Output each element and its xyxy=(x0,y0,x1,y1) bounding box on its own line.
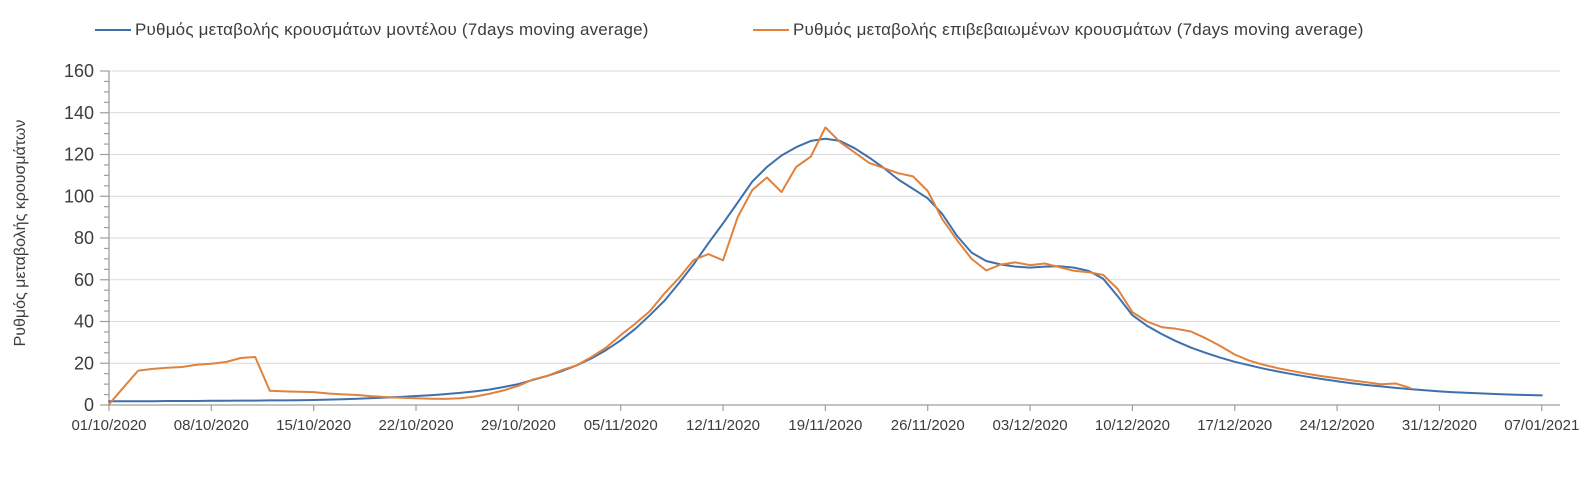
x-tick-label: 17/12/2020 xyxy=(1197,417,1272,434)
series-line-confirmed xyxy=(108,126,1412,406)
x-tick-label: 01/10/2020 xyxy=(71,417,146,434)
legend-line-confirmed-icon xyxy=(753,29,789,31)
y-tick-label: 80 xyxy=(74,228,94,248)
x-tick-label: 03/12/2020 xyxy=(993,417,1068,434)
y-axis-title: Ρυθμός μεταβολής κρουσμάτων xyxy=(12,119,29,347)
y-tick-label: 140 xyxy=(64,103,94,123)
x-tick-label: 31/12/2020 xyxy=(1402,417,1477,434)
y-tick-label: 60 xyxy=(74,270,94,290)
x-tick-label: 07/01/2021 xyxy=(1504,417,1579,434)
y-tick-label: 0 xyxy=(84,395,94,415)
x-tick-label: 19/11/2020 xyxy=(788,417,862,434)
x-tick-label: 05/11/2020 xyxy=(584,417,658,434)
y-tick-label: 120 xyxy=(64,145,94,165)
y-tick-label: 40 xyxy=(74,312,94,332)
x-tick-label: 12/11/2020 xyxy=(686,417,760,434)
legend-label-model: Ρυθμός μεταβολής κρουσμάτων μοντέλου (7d… xyxy=(135,20,649,39)
legend-item-model: Ρυθμός μεταβολής κρουσμάτων μοντέλου (7d… xyxy=(95,20,649,40)
x-tick-label: 29/10/2020 xyxy=(481,417,556,434)
y-tick-label: 160 xyxy=(64,61,94,81)
x-tick-label: 08/10/2020 xyxy=(174,417,249,434)
legend: Ρυθμός μεταβολής κρουσμάτων μοντέλου (7d… xyxy=(0,20,1595,46)
legend-item-confirmed: Ρυθμός μεταβολής επιβεβαιωμένων κρουσμάτ… xyxy=(753,20,1364,40)
y-tick-label: 20 xyxy=(74,353,94,373)
legend-line-model-icon xyxy=(95,29,131,31)
y-tick-label: 100 xyxy=(64,186,94,206)
x-tick-label: 22/10/2020 xyxy=(378,417,453,434)
x-tick-label: 24/12/2020 xyxy=(1300,417,1375,434)
x-tick-label: 26/11/2020 xyxy=(891,417,965,434)
x-tick-label: 15/10/2020 xyxy=(276,417,351,434)
series-line-model xyxy=(108,137,1543,403)
legend-label-confirmed: Ρυθμός μεταβολής επιβεβαιωμένων κρουσμάτ… xyxy=(793,20,1364,39)
x-tick-label: 10/12/2020 xyxy=(1095,417,1170,434)
